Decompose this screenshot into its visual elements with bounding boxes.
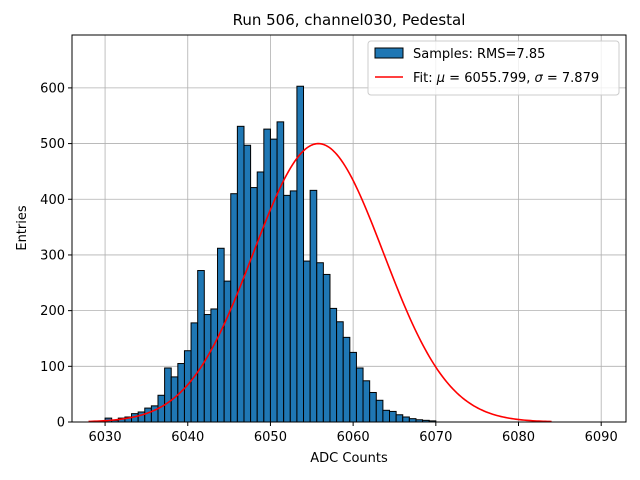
fit-curve-group	[88, 142, 552, 423]
histogram-bar	[382, 409, 391, 423]
histogram-bar	[243, 144, 252, 423]
histogram-bar	[342, 336, 351, 423]
y-axis-label: Entries	[15, 205, 30, 251]
legend-label-samples: Samples: RMS=7.85	[413, 47, 545, 62]
legend-box	[367, 40, 620, 96]
histogram-bars	[104, 85, 437, 423]
x-tick-label: 6090	[585, 430, 618, 445]
histogram-bar	[375, 399, 384, 423]
histogram-bar	[276, 121, 285, 423]
histogram-bar	[369, 391, 377, 423]
fit-curve	[88, 142, 552, 423]
legend-swatch-samples	[374, 47, 404, 59]
histogram-bar	[336, 321, 344, 423]
histogram-bar	[223, 280, 232, 423]
histogram-bar	[164, 367, 172, 423]
chart-title: Run 506, channel030, Pedestal	[233, 11, 466, 29]
x-tick-label: 6050	[254, 430, 287, 445]
histogram-bar	[144, 407, 152, 423]
histogram-bar	[256, 171, 265, 423]
histogram-bar	[263, 128, 271, 423]
axis-ticks: 6030 6040 6050 6060 6070 6080 6090 0 100 200 300 40…	[40, 81, 618, 445]
histogram-bar	[355, 367, 364, 423]
y-tick-label: 0	[57, 416, 65, 431]
histogram-bar	[269, 138, 278, 423]
y-tick-label: 500	[40, 137, 65, 152]
histogram-bar	[329, 307, 338, 423]
histogram-bar	[289, 190, 298, 423]
histogram-bar	[303, 260, 311, 423]
histogram-bar	[250, 187, 258, 423]
histogram-bar	[210, 308, 219, 423]
x-axis-label: ADC Counts	[310, 451, 388, 466]
y-tick-label: 200	[40, 304, 65, 319]
y-tick-label: 100	[40, 360, 65, 375]
x-tick-label: 6080	[502, 430, 535, 445]
histogram-bar	[349, 351, 357, 423]
x-tick-label: 6040	[171, 430, 204, 445]
histogram-bar	[322, 273, 331, 423]
histogram-bar	[402, 416, 410, 423]
histogram-bar	[408, 418, 417, 423]
x-tick-label: 6030	[89, 430, 122, 445]
histogram-bar	[316, 262, 324, 423]
histogram-bar	[236, 125, 245, 423]
legend: Samples: RMS=7.85 Fit: μ = 6055.799, σ =…	[367, 40, 620, 96]
x-tick-label: 6070	[419, 430, 452, 445]
plot-frame	[71, 34, 627, 423]
histogram-bar	[283, 194, 291, 423]
histogram-bar	[362, 380, 371, 423]
histogram-bar	[197, 270, 205, 423]
histogram-bar	[309, 189, 318, 423]
y-tick-label: 600	[40, 81, 65, 96]
histogram-bar	[395, 414, 404, 423]
legend-label-fit: Fit: μ = 6055.799, σ = 7.879	[413, 71, 599, 86]
x-tick-label: 6060	[337, 430, 370, 445]
histogram-bar	[389, 410, 397, 423]
y-tick-label: 400	[40, 193, 65, 208]
histogram-bar	[296, 85, 305, 423]
y-tick-label: 300	[40, 248, 65, 263]
histogram-bar	[203, 314, 212, 423]
histogram-bar	[137, 411, 146, 423]
